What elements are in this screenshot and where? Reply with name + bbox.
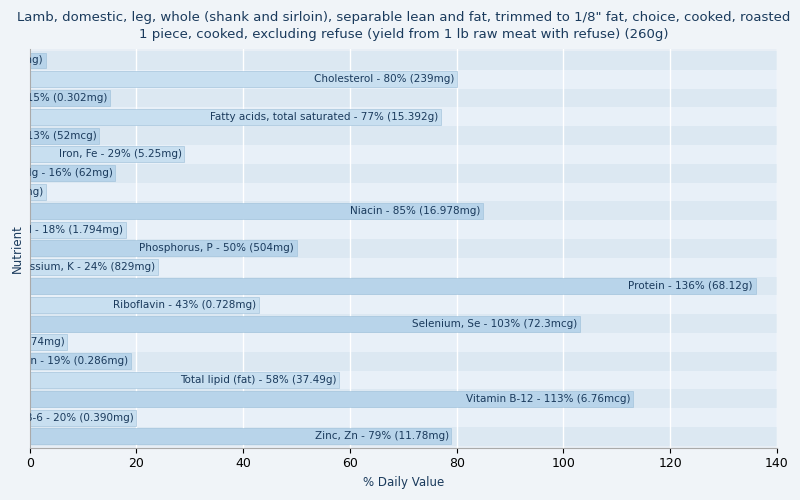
Bar: [30, 239, 777, 258]
Bar: [30, 390, 777, 408]
Bar: [30, 297, 259, 313]
Bar: [30, 72, 457, 88]
Bar: [30, 258, 777, 276]
Bar: [30, 408, 777, 427]
Text: Sodium, Na - 7% (174mg): Sodium, Na - 7% (174mg): [0, 338, 64, 347]
Bar: [30, 70, 777, 88]
Text: Riboflavin - 43% (0.728mg): Riboflavin - 43% (0.728mg): [114, 300, 257, 310]
Bar: [30, 278, 756, 294]
Text: Thiamin - 19% (0.286mg): Thiamin - 19% (0.286mg): [0, 356, 129, 366]
Text: Zinc, Zn - 79% (11.78mg): Zinc, Zn - 79% (11.78mg): [314, 432, 449, 442]
Bar: [30, 108, 777, 126]
Bar: [30, 203, 483, 219]
Bar: [30, 164, 777, 182]
Text: Calcium, Ca - 3% (26mg): Calcium, Ca - 3% (26mg): [0, 56, 43, 66]
Bar: [30, 51, 777, 70]
Bar: [30, 128, 99, 144]
Bar: [30, 372, 339, 388]
Text: Protein - 136% (68.12g): Protein - 136% (68.12g): [629, 281, 753, 291]
Bar: [30, 259, 158, 275]
Text: Potassium, K - 24% (829mg): Potassium, K - 24% (829mg): [7, 262, 155, 272]
Bar: [30, 353, 131, 369]
Bar: [30, 427, 777, 446]
Bar: [30, 220, 777, 239]
Text: Copper, Cu - 15% (0.302mg): Copper, Cu - 15% (0.302mg): [0, 93, 107, 103]
Text: Iron, Fe - 29% (5.25mg): Iron, Fe - 29% (5.25mg): [59, 150, 182, 160]
Bar: [30, 145, 777, 164]
Bar: [30, 88, 777, 108]
Bar: [30, 202, 777, 220]
Bar: [30, 296, 777, 314]
Bar: [30, 182, 777, 202]
Title: Lamb, domestic, leg, whole (shank and sirloin), separable lean and fat, trimmed : Lamb, domestic, leg, whole (shank and si…: [17, 11, 790, 41]
Bar: [30, 146, 185, 162]
Bar: [30, 222, 126, 238]
Text: Phosphorus, P - 50% (504mg): Phosphorus, P - 50% (504mg): [139, 244, 294, 254]
Bar: [30, 184, 46, 200]
Y-axis label: Nutrient: Nutrient: [11, 224, 24, 273]
Bar: [30, 428, 451, 444]
Bar: [30, 334, 67, 350]
Text: Selenium, Se - 103% (72.3mcg): Selenium, Se - 103% (72.3mcg): [411, 318, 577, 328]
Bar: [30, 410, 137, 426]
Bar: [30, 109, 441, 125]
Bar: [30, 240, 297, 256]
Bar: [30, 314, 777, 333]
Text: Cholesterol - 80% (239mg): Cholesterol - 80% (239mg): [314, 74, 454, 85]
Text: Manganese, Mn - 3% (0.065mg): Manganese, Mn - 3% (0.065mg): [0, 187, 43, 197]
Bar: [30, 333, 777, 352]
Text: Magnesium, Mg - 16% (62mg): Magnesium, Mg - 16% (62mg): [0, 168, 113, 178]
Text: Niacin - 85% (16.978mg): Niacin - 85% (16.978mg): [350, 206, 481, 216]
Bar: [30, 316, 579, 332]
Bar: [30, 90, 110, 106]
Bar: [30, 352, 777, 370]
Text: Vitamin B-12 - 113% (6.76mcg): Vitamin B-12 - 113% (6.76mcg): [466, 394, 630, 404]
Text: Fatty acids, total saturated - 77% (15.392g): Fatty acids, total saturated - 77% (15.3…: [210, 112, 438, 122]
Text: Pantothenic acid - 18% (1.794mg): Pantothenic acid - 18% (1.794mg): [0, 224, 123, 234]
Text: Total lipid (fat) - 58% (37.49g): Total lipid (fat) - 58% (37.49g): [180, 375, 337, 385]
Bar: [30, 276, 777, 295]
X-axis label: % Daily Value: % Daily Value: [362, 476, 444, 489]
Text: Folate, total - 13% (52mcg): Folate, total - 13% (52mcg): [0, 130, 96, 140]
Bar: [30, 166, 115, 181]
Bar: [30, 52, 46, 68]
Bar: [30, 391, 633, 406]
Bar: [30, 126, 777, 145]
Bar: [30, 370, 777, 390]
Text: Vitamin B-6 - 20% (0.390mg): Vitamin B-6 - 20% (0.390mg): [0, 412, 134, 422]
